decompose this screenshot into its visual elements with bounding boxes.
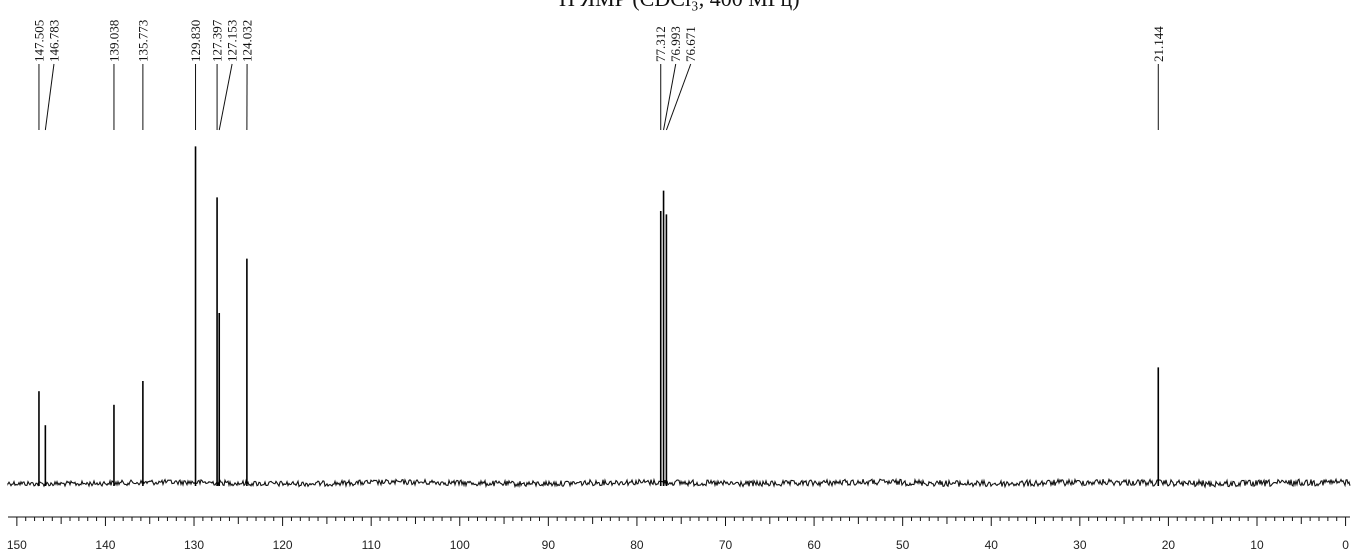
- peak-labels: 147.505 146.783 139.038 135.773 129.830 127.3…: [31, 19, 1165, 62]
- chart-title: ¹Н ЯМР (CDCl₃, 400 МГц): [0, 0, 1352, 12]
- x-tick-label-50: 50: [896, 538, 910, 552]
- peak-label-139.038: 139.038: [106, 20, 121, 62]
- x-tick-label-120: 120: [273, 538, 293, 552]
- peak-label-146.783: 146.783: [46, 20, 61, 62]
- peak-label-76.993: 76.993: [668, 26, 683, 62]
- peak-label-127.397: 127.397: [210, 19, 225, 62]
- x-tick-label-70: 70: [719, 538, 733, 552]
- leader-127.153: [218, 63, 233, 131]
- peak-label-76.671: 76.671: [683, 26, 698, 62]
- x-tick-label-10: 10: [1250, 538, 1264, 552]
- x-tick-label-30: 30: [1073, 538, 1087, 552]
- leader-76.671: [665, 63, 692, 131]
- peak-label-127.153: 127.153: [225, 20, 240, 62]
- x-tick-label-60: 60: [807, 538, 821, 552]
- x-tick-label-0: 0: [1342, 538, 1349, 552]
- x-tick-label-150: 150: [7, 538, 27, 552]
- x-tick-label-90: 90: [542, 538, 556, 552]
- x-axis: 150 140 130 120 110 100 90 80 70 60 50 40 30 20 10 0: [7, 516, 1350, 552]
- spectrum-peaks: [38, 146, 1160, 486]
- x-tick-label-100: 100: [450, 538, 470, 552]
- peak-label-124.032: 124.032: [240, 20, 255, 62]
- x-tick-label-130: 130: [184, 538, 204, 552]
- peak-label-129.830: 129.830: [188, 20, 203, 62]
- x-tick-label-140: 140: [95, 538, 115, 552]
- baseline-noise: [7, 477, 1351, 489]
- peak-label-77.312: 77.312: [653, 26, 668, 62]
- spectrum-baseline: [7, 477, 1351, 489]
- peak-label-147.505: 147.505: [31, 20, 46, 62]
- x-tick-label-20: 20: [1162, 538, 1176, 552]
- x-tick-label-80: 80: [630, 538, 644, 552]
- x-tick-label-40: 40: [985, 538, 999, 552]
- x-tick-label-110: 110: [362, 538, 381, 552]
- leader-76.993: [663, 63, 677, 131]
- leader-146.783: [44, 63, 55, 131]
- peak-label-leaders: [38, 63, 1159, 131]
- peak-label-135.773: 135.773: [135, 20, 150, 62]
- peak-label-21.144: 21.144: [1151, 26, 1166, 62]
